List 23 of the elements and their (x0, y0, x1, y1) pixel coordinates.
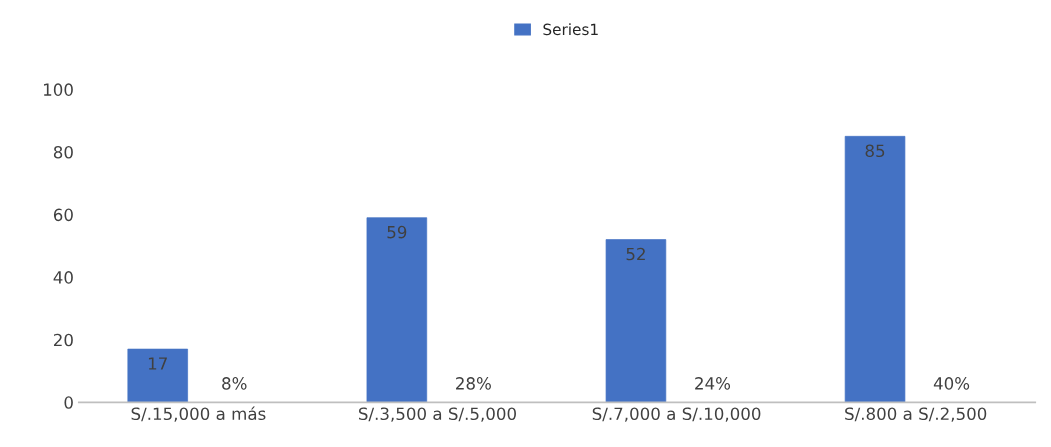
y-tick-label: 40 (53, 271, 73, 284)
y-tick-label: 20 (53, 333, 73, 347)
y-tick-label: 60 (53, 208, 73, 222)
bar (605, 239, 667, 403)
annotation: 28% (456, 377, 491, 390)
y-tick-label: 80 (53, 145, 73, 159)
bar (366, 217, 428, 403)
x-tick-label: S/.7,000 a S/.10,000 (592, 407, 761, 422)
data-label: 17 (148, 357, 167, 370)
x-tick-label: S/.3,500 a S/.5,000 (358, 407, 516, 422)
annotation: 40% (933, 377, 970, 390)
annotation: 24% (695, 377, 731, 390)
x-tick-label: S/.15,000 a más (131, 406, 266, 422)
y-tick-label: 0 (64, 396, 73, 409)
bar (844, 135, 906, 403)
data-label: 85 (865, 144, 885, 158)
data-label: 52 (626, 247, 645, 261)
x-tick-label: S/.800 a S/.2,500 (845, 407, 987, 422)
annotation: 8% (222, 377, 247, 390)
bar (127, 348, 188, 403)
data-label: 59 (387, 225, 407, 239)
legend-label: Series1 (543, 23, 598, 36)
y-tick-label: 100 (43, 83, 73, 96)
